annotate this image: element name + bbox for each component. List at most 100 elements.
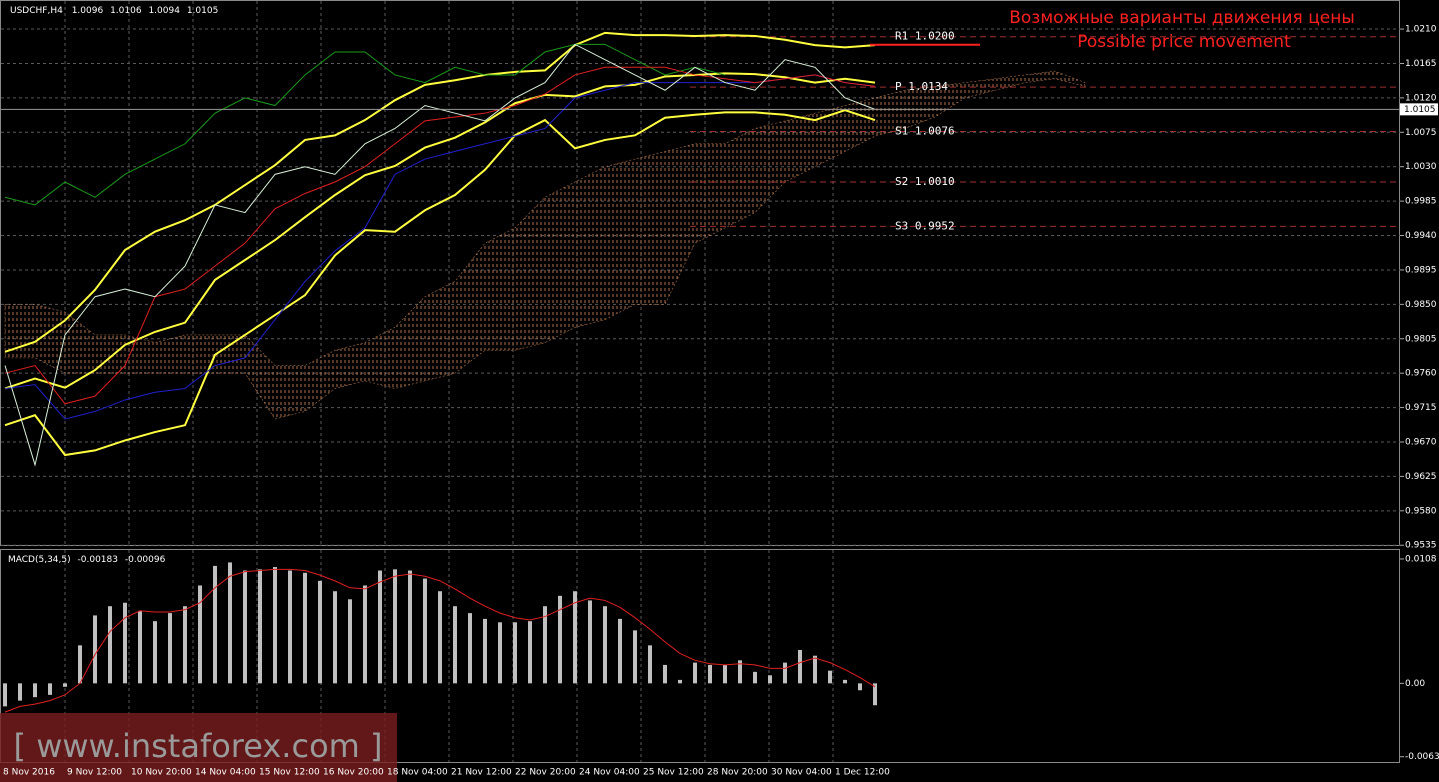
current-price-label: 1.0105 [1404,105,1436,115]
y-tick-label: 0.9580 [1405,506,1437,516]
low: 1.0094 [148,6,180,16]
macd-bar [528,621,532,684]
y-tick-label: 0.9805 [1405,334,1437,344]
indicator-line [4,43,726,206]
macd-bar [93,615,97,684]
pivot-label: S3 0.9952 [895,219,955,232]
macd-bar [258,569,262,684]
macd-bar [48,683,52,695]
macd-bar [873,683,877,706]
pivot-label: R1 1.0200 [895,30,955,43]
x-tick-label: 15 Nov 12:00 [259,768,320,778]
macd-bar [663,664,667,684]
y-tick-label: 0.9535 [1405,541,1437,551]
macd-bar [828,670,832,684]
x-tick-label: 24 Nov 04:00 [579,768,640,778]
macd-bar [108,606,112,684]
x-tick-label: 16 Nov 20:00 [323,768,384,778]
y-tick-label: 0.9670 [1405,438,1437,448]
y-tick-label: 0.9895 [1405,265,1437,275]
y-tick-label: 0.9850 [1405,300,1437,310]
close: 1.0105 [187,6,219,16]
y-tick-label: 0.9625 [1405,472,1437,482]
macd-bar [693,662,697,684]
indicator-line [4,109,876,457]
macd-bar [633,630,637,684]
macd-title: MACD(5,34,5) [8,555,71,565]
macd-header: MACD(5,34,5) -0.00183 -0.00096 [8,555,166,565]
macd-bar [213,565,217,684]
macd-bar [843,679,847,684]
macd-bar [618,618,622,684]
macd-bar [753,671,757,684]
y-tick-label: 0.00 [1405,679,1425,689]
macd-bar [588,600,592,684]
x-tick-label: 22 Nov 20:00 [515,768,576,778]
macd-bar [33,683,37,698]
open: 1.0096 [72,6,104,16]
y-tick-label: 1.0075 [1405,128,1437,138]
symbol: USDCHF,H4 [10,6,63,16]
macd-bar [498,622,502,684]
macd-bar [18,683,22,701]
high: 1.0106 [110,6,142,16]
y-tick-label: 0.0108 [1405,554,1437,564]
macd-bar [183,606,187,684]
x-tick-label: 30 Nov 04:00 [771,768,832,778]
y-tick-label: -0.00637 [1405,752,1439,762]
macd-bar [798,649,802,684]
macd-bar [723,664,727,684]
macd-bar [363,585,367,684]
pivot-label: S2 1.0010 [895,175,955,188]
annotation-ru: Возможные варианты движения цены [1009,8,1355,28]
macd-bar [783,662,787,684]
macd-bar [738,660,742,684]
macd-bar [543,606,547,684]
macd-bar [168,613,172,684]
macd-value: -0.00183 [78,555,118,565]
macd-bar [228,562,232,684]
ichimoku-cloud [4,70,1086,420]
macd-bar [648,645,652,684]
pivot-label: S1 1.0076 [895,125,955,138]
watermark: [ www.instaforex.com ] [14,727,383,765]
macd-bar [123,602,127,684]
macd-bar [513,622,517,684]
symbol-header: USDCHF,H4 1.0096 1.0106 1.0094 1.0105 [10,6,218,16]
indicator-line [4,72,876,390]
macd-bar [153,621,157,684]
y-tick-label: 0.9940 [1405,231,1437,241]
indicator-line [4,31,876,353]
indicator-line [4,74,876,420]
x-tick-label: 25 Nov 12:00 [643,768,704,778]
macd-bar [768,675,772,684]
annotation-en: Possible price movement [1077,32,1291,52]
x-tick-label: 10 Nov 20:00 [131,768,192,778]
y-tick-label: 0.9715 [1405,403,1437,413]
macd-bar [198,585,202,684]
x-tick-label: 18 Nov 04:00 [387,768,448,778]
x-tick-label: 21 Nov 12:00 [451,768,512,778]
macd-bar [303,572,307,684]
watermark-box [0,713,397,782]
x-tick-label: 28 Nov 20:00 [707,768,768,778]
plot-layer [1,1,1404,762]
macd-bar [393,569,397,684]
x-tick-label: 14 Nov 04:00 [195,768,256,778]
macd-bar [288,570,292,684]
y-tick-label: 1.0210 [1405,25,1437,35]
macd-bar [483,618,487,684]
macd-bar [273,567,277,684]
signal-value: -0.00096 [125,555,166,565]
y-tick-label: 1.0120 [1405,93,1437,103]
macd-bar [243,570,247,684]
macd-bar [333,591,337,684]
macd-bar [558,595,562,684]
macd-bar [453,606,457,684]
y-tick-label: 0.9760 [1405,369,1437,379]
macd-bar [858,683,862,691]
indicator-line [4,66,876,405]
macd-bar [438,591,442,684]
macd-bar [678,679,682,684]
